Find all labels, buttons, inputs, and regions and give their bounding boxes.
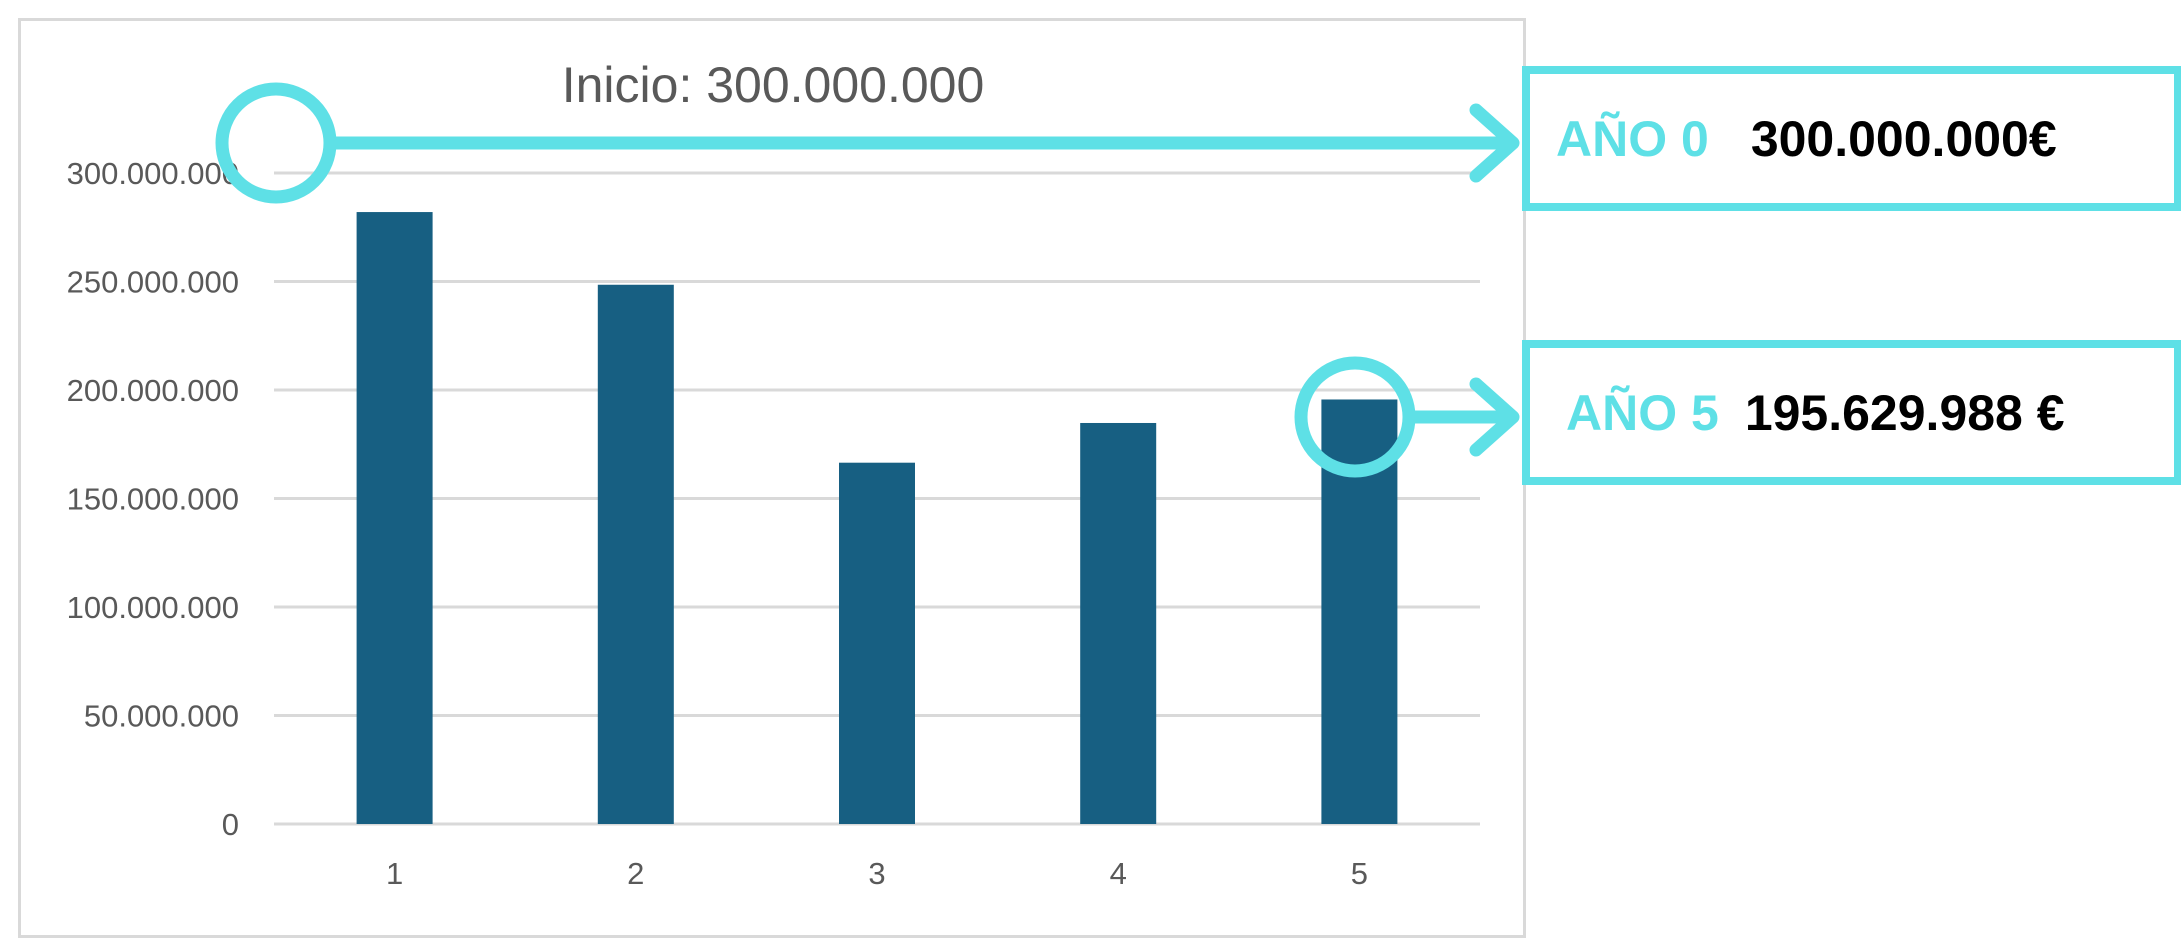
bar-year-2 [597,284,674,824]
y-tick-label: 50.000.000 [84,699,239,734]
y-tick-label: 300.000.000 [67,156,239,191]
bar-chart: 0 50.000.000 100.000.000 150.000.000 200.000… [67,57,1520,891]
y-tick-label: 100.000.000 [67,590,239,625]
chart-title: Inicio: 300.000.000 [562,57,985,113]
bar-year-1 [356,212,433,824]
bar-year-4 [1080,422,1157,824]
y-tick-label: 250.000.000 [67,265,239,300]
annotations [215,82,1520,478]
y-axis-ticks: 0 50.000.000 100.000.000 150.000.000 200.000… [67,156,239,842]
callout-year-label: AÑO 5 [1566,384,1719,441]
x-tick-label: 1 [386,856,403,891]
chart-area [18,18,1526,938]
callout-box-year0: AÑO 0 300.000.000€ [1522,66,2181,211]
bar-series [356,212,1398,824]
arrow-head-year0 [1469,103,1520,183]
highlight-circle-year0 [215,82,337,204]
y-tick-label: 150.000.000 [67,482,239,517]
callout-value-label: 195.629.988 € [1744,384,2065,441]
callout-value-label: 300.000.000€ [1750,110,2057,167]
y-tick-label: 200.000.000 [67,373,239,408]
gridlines [274,171,1480,826]
y-tick-label: 0 [222,807,239,842]
x-tick-label: 5 [1351,856,1368,891]
x-axis-ticks: 1 2 3 4 5 [386,856,1368,891]
x-tick-label: 4 [1110,856,1127,891]
arrow-head-year5 [1469,377,1520,457]
x-tick-label: 3 [868,856,885,891]
callout-box-year5: AÑO 5 195.629.988 € [1522,340,2181,485]
bar-year-3 [839,462,915,824]
x-tick-label: 2 [627,856,644,891]
callout-year-label: AÑO 0 [1556,110,1709,167]
